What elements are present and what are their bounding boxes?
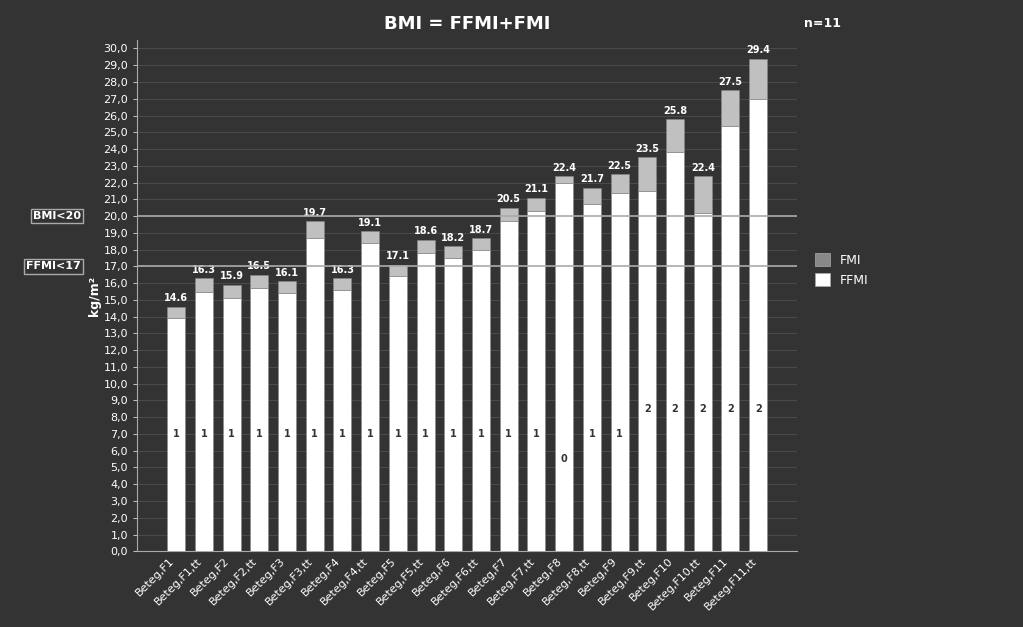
Title: BMI = FFMI+FMI: BMI = FFMI+FMI [384,15,550,33]
Bar [611,192,628,551]
Text: 23.5: 23.5 [635,144,660,154]
Bar [666,119,684,152]
Bar [194,292,213,551]
Text: 1: 1 [533,429,540,439]
Text: 29.4: 29.4 [746,45,770,55]
Text: 16.1: 16.1 [275,268,299,278]
Text: 2: 2 [755,404,761,414]
Legend: FMI, FFMI: FMI, FFMI [810,248,874,292]
Y-axis label: kg/m²: kg/m² [88,276,100,316]
Bar [694,176,712,213]
Text: 14.6: 14.6 [164,293,188,303]
Bar [167,307,185,319]
Bar [555,176,573,182]
Text: 15.9: 15.9 [220,271,243,282]
Text: 22.4: 22.4 [552,162,576,172]
Text: 17.1: 17.1 [386,251,410,261]
Bar [555,182,573,551]
Bar [444,258,462,551]
Text: 19.7: 19.7 [303,208,326,218]
Text: 16.5: 16.5 [248,261,271,271]
Text: 27.5: 27.5 [718,77,743,87]
Text: 1: 1 [173,429,179,439]
Bar [251,288,268,551]
Text: 1: 1 [450,429,456,439]
Bar [389,265,407,277]
Text: 19.1: 19.1 [358,218,383,228]
Bar [694,213,712,551]
Bar [583,187,601,204]
Text: FFMI<17: FFMI<17 [27,261,81,271]
Bar [583,204,601,551]
Text: 1: 1 [422,429,429,439]
Bar [611,174,628,192]
Text: 2: 2 [672,404,678,414]
Text: 2: 2 [727,404,733,414]
Bar [389,277,407,551]
Text: 1: 1 [478,429,485,439]
Bar [361,243,380,551]
Text: 1: 1 [395,429,401,439]
Bar [223,285,240,298]
Bar [638,157,657,191]
Text: 1: 1 [283,429,291,439]
Bar [749,58,767,99]
Text: 16.3: 16.3 [192,265,216,275]
Bar [666,152,684,551]
Bar [306,221,323,238]
Text: 22.4: 22.4 [691,162,715,172]
Bar [333,278,352,290]
Bar [361,231,380,243]
Text: 1: 1 [228,429,235,439]
Bar [500,221,518,551]
Text: 1: 1 [505,429,513,439]
Bar [528,211,545,551]
Text: 18.2: 18.2 [441,233,465,243]
Bar [194,278,213,292]
Text: 2: 2 [700,404,706,414]
Bar [500,208,518,221]
Text: BMI<20: BMI<20 [33,211,81,221]
Bar [472,238,490,250]
Bar [472,250,490,551]
Bar [749,99,767,551]
Text: 0: 0 [561,454,568,464]
Text: 18.7: 18.7 [469,224,493,234]
Text: 1: 1 [256,429,263,439]
Text: 22.5: 22.5 [608,161,631,171]
Bar [416,253,435,551]
Text: 21.1: 21.1 [525,184,548,194]
Bar [306,238,323,551]
Bar [251,275,268,288]
Text: 1: 1 [311,429,318,439]
Bar [223,298,240,551]
Text: 20.5: 20.5 [497,194,521,204]
Bar [638,191,657,551]
Text: 16.3: 16.3 [330,265,354,275]
Text: 1: 1 [339,429,346,439]
Text: 1: 1 [588,429,595,439]
Bar [333,290,352,551]
Text: 25.8: 25.8 [663,105,687,115]
Bar [528,198,545,211]
Text: 1: 1 [367,429,373,439]
Bar [721,90,740,125]
Text: 21.7: 21.7 [580,174,604,184]
Bar [416,240,435,253]
Text: 18.6: 18.6 [413,226,438,236]
Text: n=11: n=11 [804,17,841,30]
Text: 1: 1 [201,429,208,439]
Bar [167,319,185,551]
Bar [278,293,296,551]
Bar [278,282,296,293]
Bar [721,125,740,551]
Text: 1: 1 [616,429,623,439]
Text: 2: 2 [643,404,651,414]
Bar [444,246,462,258]
